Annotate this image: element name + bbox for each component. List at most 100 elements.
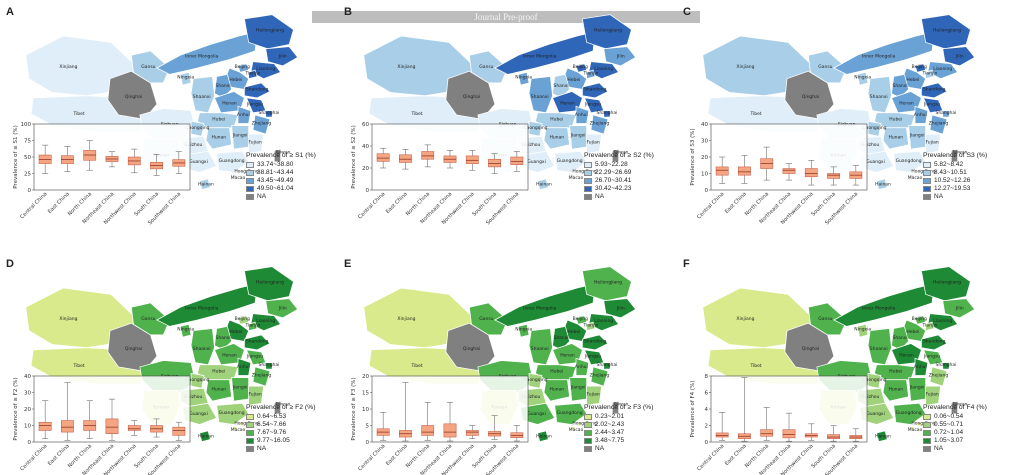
province-fujian [248, 385, 265, 406]
legend-label: NA [934, 193, 944, 200]
legend-swatch [584, 194, 592, 200]
box-east-china [399, 382, 412, 442]
x-category-label: Central China [357, 191, 386, 220]
iqr-box [105, 418, 119, 435]
province-label-ningxia: Ningxia [177, 75, 194, 81]
x-category-label: Central China [19, 191, 48, 220]
province-label-macao: Macao [231, 427, 246, 433]
iqr-box [399, 154, 412, 163]
province-jilin [603, 298, 637, 319]
province-label-liaoning: Liaoning [594, 318, 613, 324]
province-label-liaoning: Liaoning [594, 66, 613, 72]
province-hunan [882, 379, 910, 402]
province-label-inner_mongolia: Inner Mongolia [862, 53, 895, 59]
province-anhui [575, 105, 590, 124]
province-label-qinghai: Qinghai [463, 346, 480, 352]
y-tick-label: 0 [28, 188, 32, 194]
legend-entry: NA [246, 193, 316, 201]
province-fujian [586, 133, 603, 154]
province-hainan [199, 430, 211, 443]
province-label-hunan: Hunan [888, 134, 903, 140]
legend-label: 33.74~38.80 [257, 161, 294, 168]
box-east-china [399, 149, 412, 170]
province-label-guangxi: Guangxi [527, 411, 546, 417]
legend-swatch [923, 162, 931, 168]
province-label-henan: Henan [560, 352, 575, 358]
province-hongkong [916, 422, 922, 426]
y-tick-label: 20 [362, 374, 369, 380]
box-south-china [150, 418, 163, 438]
province-beijing [237, 315, 250, 325]
province-label-anhui: Anhui [237, 112, 250, 118]
y-tick-label: 75 [24, 139, 31, 145]
legend-swatch [584, 170, 592, 176]
legend-entry: 49.50~61.04 [246, 185, 316, 193]
province-jilin [265, 46, 299, 67]
province-gansu [468, 302, 509, 336]
province-label-shanghai: Shanghai [258, 362, 279, 368]
province-label-jiangsu: Jiangsu [246, 353, 263, 359]
province-henan [552, 343, 583, 366]
province-anhui [237, 357, 252, 376]
province-label-hubei: Hubei [550, 368, 563, 374]
province-label-qinghai: Qinghai [463, 94, 480, 100]
province-label-guizhou: Guizhou [184, 394, 202, 400]
province-label-hebei: Hebei [229, 329, 242, 335]
legend-entry: 8.43~10.51 [923, 169, 987, 177]
province-hongkong [577, 170, 583, 174]
legend-swatch [246, 178, 254, 184]
province-label-gansu: Gansu [818, 316, 832, 322]
province-label-jiangxi: Jiangxi [570, 384, 586, 390]
province-beijing [575, 315, 588, 325]
province-label-hainan: Hainan [198, 181, 214, 187]
box-plot: 0 5 10 15 20 Prevalence of ≥ F3 (%)Central Ch… [351, 374, 529, 475]
province-label-shaanxi: Shaanxi [193, 94, 211, 100]
box-east-china [738, 377, 751, 442]
box-east-china [61, 382, 74, 441]
province-beijing [575, 63, 588, 73]
box-south-china [150, 154, 163, 176]
province-heilongjiang [243, 266, 294, 302]
legend-swatch [246, 414, 254, 420]
province-label-inner_mongolia: Inner Mongolia [523, 53, 556, 59]
province-label-hainan: Hainan [875, 433, 891, 439]
province-label-taiwan: Taiwan [951, 149, 967, 155]
box-southwest-china [849, 428, 863, 442]
province-label-guangdong: Guangdong [896, 410, 922, 416]
province-label-beijing: Beijing [573, 316, 588, 322]
province-label-jiangxi: Jiangxi [570, 132, 586, 138]
legend-label: 2.02~2.43 [595, 421, 625, 428]
province-label-guangxi: Guangxi [866, 411, 885, 417]
province-label-xinjiang: Xinjiang [397, 64, 415, 70]
y-tick-label: 50 [24, 155, 31, 161]
legend-entry: 0.55~0.71 [923, 421, 987, 429]
province-henan [214, 343, 245, 366]
province-label-shanxi: Shanxi [553, 83, 568, 89]
province-label-jilin: Jilin [278, 305, 287, 311]
box-northeast-china [782, 163, 796, 181]
legend-entry: 22.29~26.69 [584, 169, 654, 177]
legend-label: 49.50~61.04 [257, 185, 294, 192]
iqr-box [804, 168, 818, 178]
y-tick-label: 6 [705, 391, 709, 397]
province-label-hunan: Hunan [549, 386, 564, 392]
box-central-china [715, 412, 729, 441]
province-shanghai [942, 110, 950, 118]
province-label-jiangxi: Jiangxi [909, 132, 925, 138]
province-label-anhui: Anhui [914, 364, 927, 370]
legend-label: 0.64~6.53 [257, 413, 287, 420]
province-label-tibet: Tibet [749, 363, 761, 369]
province-macao [233, 426, 238, 431]
legend-label: 8.43~10.51 [934, 169, 967, 176]
province-jilin [603, 46, 637, 67]
province-jilin [942, 298, 976, 319]
box-central-china [376, 412, 390, 441]
legend-swatch [246, 194, 254, 200]
legend-label: 43.45~49.49 [257, 177, 294, 184]
province-shanghai [942, 362, 950, 370]
province-taiwan [273, 400, 282, 415]
province-label-hunan: Hunan [211, 134, 226, 140]
province-guangdong [554, 150, 588, 173]
province-label-hainan: Hainan [198, 433, 214, 439]
